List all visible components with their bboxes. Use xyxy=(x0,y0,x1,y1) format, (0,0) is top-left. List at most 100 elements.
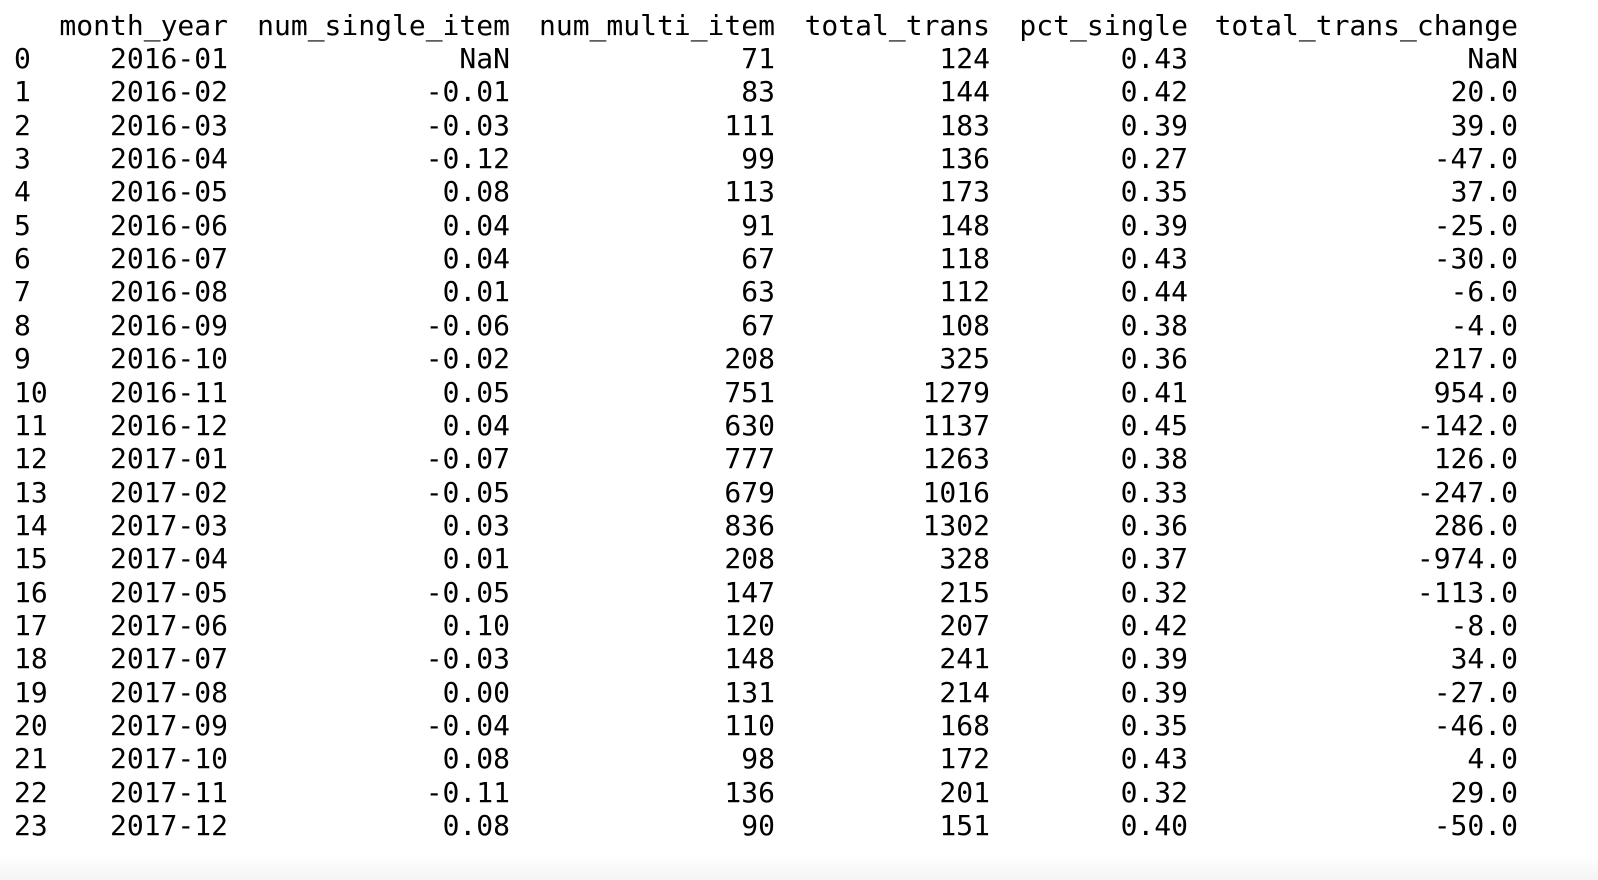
cell-pct-single: 0.36 xyxy=(1120,342,1188,375)
cell-pct-single: 0.39 xyxy=(1120,209,1188,242)
cell-month-year: 2016-09 xyxy=(109,309,228,342)
row-index: 5 xyxy=(14,209,31,242)
cell-month-year: 2016-10 xyxy=(109,342,228,375)
cell-num-multi-item: 113 xyxy=(724,175,775,208)
cell-total-trans-change: 954.0 xyxy=(1433,376,1518,409)
cell-num-single-item: 0.08 xyxy=(442,809,510,842)
cell-total-trans-change: -47.0 xyxy=(1433,142,1518,175)
cell-num-single-item: 0.10 xyxy=(442,609,510,642)
cell-total-trans: 108 xyxy=(939,309,990,342)
cell-month-year: 2016-08 xyxy=(109,275,228,308)
row-index: 19 xyxy=(14,676,48,709)
cell-pct-single: 0.33 xyxy=(1120,476,1188,509)
cell-total-trans-change: -4.0 xyxy=(1450,309,1518,342)
cell-total-trans-change: -142.0 xyxy=(1416,409,1518,442)
bottom-shade xyxy=(0,856,1598,880)
cell-pct-single: 0.45 xyxy=(1120,409,1188,442)
cell-total-trans-change: 126.0 xyxy=(1433,442,1518,475)
cell-pct-single: 0.32 xyxy=(1120,776,1188,809)
row-index: 10 xyxy=(14,376,48,409)
cell-month-year: 2017-04 xyxy=(109,542,228,575)
cell-pct-single: 0.39 xyxy=(1120,676,1188,709)
cell-total-trans-change: NaN xyxy=(1467,42,1518,75)
row-index: 7 xyxy=(14,275,31,308)
cell-num-multi-item: 751 xyxy=(724,376,775,409)
cell-month-year: 2016-02 xyxy=(109,75,228,108)
cell-num-single-item: -0.03 xyxy=(425,109,510,142)
cell-total-trans: 241 xyxy=(939,642,990,675)
cell-total-trans: 173 xyxy=(939,175,990,208)
column-header-total-trans: total_trans xyxy=(804,9,990,42)
cell-month-year: 2017-05 xyxy=(109,576,228,609)
cell-total-trans: 207 xyxy=(939,609,990,642)
cell-total-trans-change: -50.0 xyxy=(1433,809,1518,842)
cell-pct-single: 0.39 xyxy=(1120,642,1188,675)
cell-total-trans: 136 xyxy=(939,142,990,175)
row-index: 23 xyxy=(14,809,48,842)
cell-month-year: 2017-09 xyxy=(109,709,228,742)
row-index: 4 xyxy=(14,175,31,208)
cell-total-trans-change: -6.0 xyxy=(1450,275,1518,308)
cell-total-trans-change: 29.0 xyxy=(1450,776,1518,809)
cell-month-year: 2016-07 xyxy=(109,242,228,275)
cell-num-single-item: NaN xyxy=(459,42,510,75)
cell-num-single-item: 0.03 xyxy=(442,509,510,542)
cell-pct-single: 0.43 xyxy=(1120,42,1188,75)
cell-num-single-item: -0.04 xyxy=(425,709,510,742)
cell-num-multi-item: 208 xyxy=(724,542,775,575)
cell-num-single-item: -0.06 xyxy=(425,309,510,342)
cell-num-multi-item: 148 xyxy=(724,642,775,675)
cell-month-year: 2017-03 xyxy=(109,509,228,542)
row-index: 22 xyxy=(14,776,48,809)
cell-total-trans: 151 xyxy=(939,809,990,842)
cell-num-multi-item: 98 xyxy=(741,742,775,775)
cell-month-year: 2016-01 xyxy=(109,42,228,75)
cell-total-trans: 201 xyxy=(939,776,990,809)
cell-num-single-item: -0.07 xyxy=(425,442,510,475)
cell-num-multi-item: 67 xyxy=(741,309,775,342)
cell-num-single-item: -0.03 xyxy=(425,642,510,675)
cell-pct-single: 0.35 xyxy=(1120,709,1188,742)
cell-total-trans-change: -974.0 xyxy=(1416,542,1518,575)
cell-num-multi-item: 90 xyxy=(741,809,775,842)
cell-num-multi-item: 630 xyxy=(724,409,775,442)
cell-month-year: 2017-06 xyxy=(109,609,228,642)
cell-total-trans-change: -247.0 xyxy=(1416,476,1518,509)
cell-month-year: 2017-07 xyxy=(109,642,228,675)
cell-month-year: 2016-12 xyxy=(109,409,228,442)
cell-total-trans-change: -30.0 xyxy=(1433,242,1518,275)
cell-num-multi-item: 679 xyxy=(724,476,775,509)
row-index: 6 xyxy=(14,242,31,275)
cell-num-single-item: -0.11 xyxy=(425,776,510,809)
cell-pct-single: 0.38 xyxy=(1120,309,1188,342)
cell-total-trans: 214 xyxy=(939,676,990,709)
row-index: 3 xyxy=(14,142,31,175)
cell-total-trans-change: 39.0 xyxy=(1450,109,1518,142)
cell-pct-single: 0.37 xyxy=(1120,542,1188,575)
cell-pct-single: 0.41 xyxy=(1120,376,1188,409)
cell-pct-single: 0.32 xyxy=(1120,576,1188,609)
cell-total-trans: 1016 xyxy=(922,476,990,509)
cell-month-year: 2017-11 xyxy=(109,776,228,809)
cell-total-trans: 148 xyxy=(939,209,990,242)
cell-num-multi-item: 91 xyxy=(741,209,775,242)
column-header-num-single-item: num_single_item xyxy=(257,9,510,42)
row-index: 9 xyxy=(14,342,31,375)
cell-month-year: 2016-04 xyxy=(109,142,228,175)
cell-pct-single: 0.40 xyxy=(1120,809,1188,842)
cell-num-single-item: 0.04 xyxy=(442,209,510,242)
cell-num-multi-item: 110 xyxy=(724,709,775,742)
row-index: 21 xyxy=(14,742,48,775)
cell-pct-single: 0.38 xyxy=(1120,442,1188,475)
cell-total-trans: 168 xyxy=(939,709,990,742)
cell-total-trans: 215 xyxy=(939,576,990,609)
cell-total-trans-change: 217.0 xyxy=(1433,342,1518,375)
cell-total-trans: 1263 xyxy=(922,442,990,475)
row-index: 15 xyxy=(14,542,48,575)
cell-total-trans-change: -46.0 xyxy=(1433,709,1518,742)
cell-pct-single: 0.42 xyxy=(1120,609,1188,642)
cell-total-trans-change: 20.0 xyxy=(1450,75,1518,108)
cell-month-year: 2016-06 xyxy=(109,209,228,242)
cell-num-multi-item: 111 xyxy=(724,109,775,142)
cell-month-year: 2017-12 xyxy=(109,809,228,842)
